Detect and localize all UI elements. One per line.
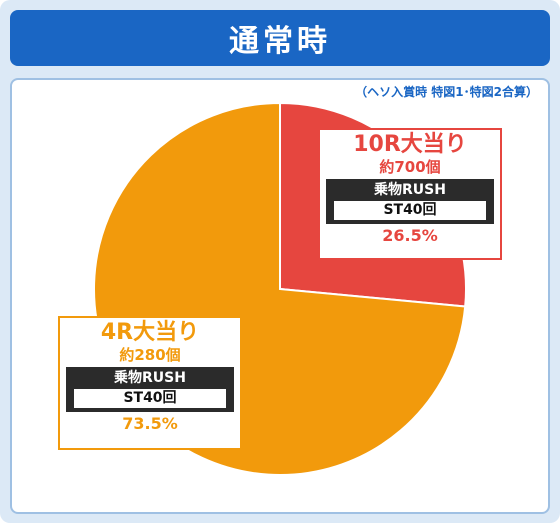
legend-box-10r: 10R大当り 約700個 乗物RUSH ST40回 26.5% (318, 128, 502, 260)
st-label-10r: ST40回 (334, 201, 486, 220)
slice-sub-10r: 約700個 (379, 158, 441, 176)
slice-sub-4r: 約280個 (119, 346, 181, 364)
slice-label-10r: 10R大当り (353, 132, 467, 157)
st-label-4r: ST40回 (74, 389, 226, 408)
mode-bar-10r: 乗物RUSH ST40回 (326, 179, 494, 224)
mode-label-4r: 乗物RUSH (114, 370, 186, 386)
mode-label-10r: 乗物RUSH (374, 182, 446, 198)
slice-label-4r: 4R大当り (100, 320, 200, 345)
chart-note: （ヘソ入賞時 特図1･特図2合算） (355, 85, 538, 99)
mode-bar-4r: 乗物RUSH ST40回 (66, 367, 234, 412)
page-title: 通常時 (10, 10, 550, 66)
legend-box-4r: 4R大当り 約280個 乗物RUSH ST40回 73.5% (58, 316, 242, 450)
slice-value-4r: 73.5% (122, 414, 178, 433)
slice-value-10r: 26.5% (382, 226, 438, 245)
